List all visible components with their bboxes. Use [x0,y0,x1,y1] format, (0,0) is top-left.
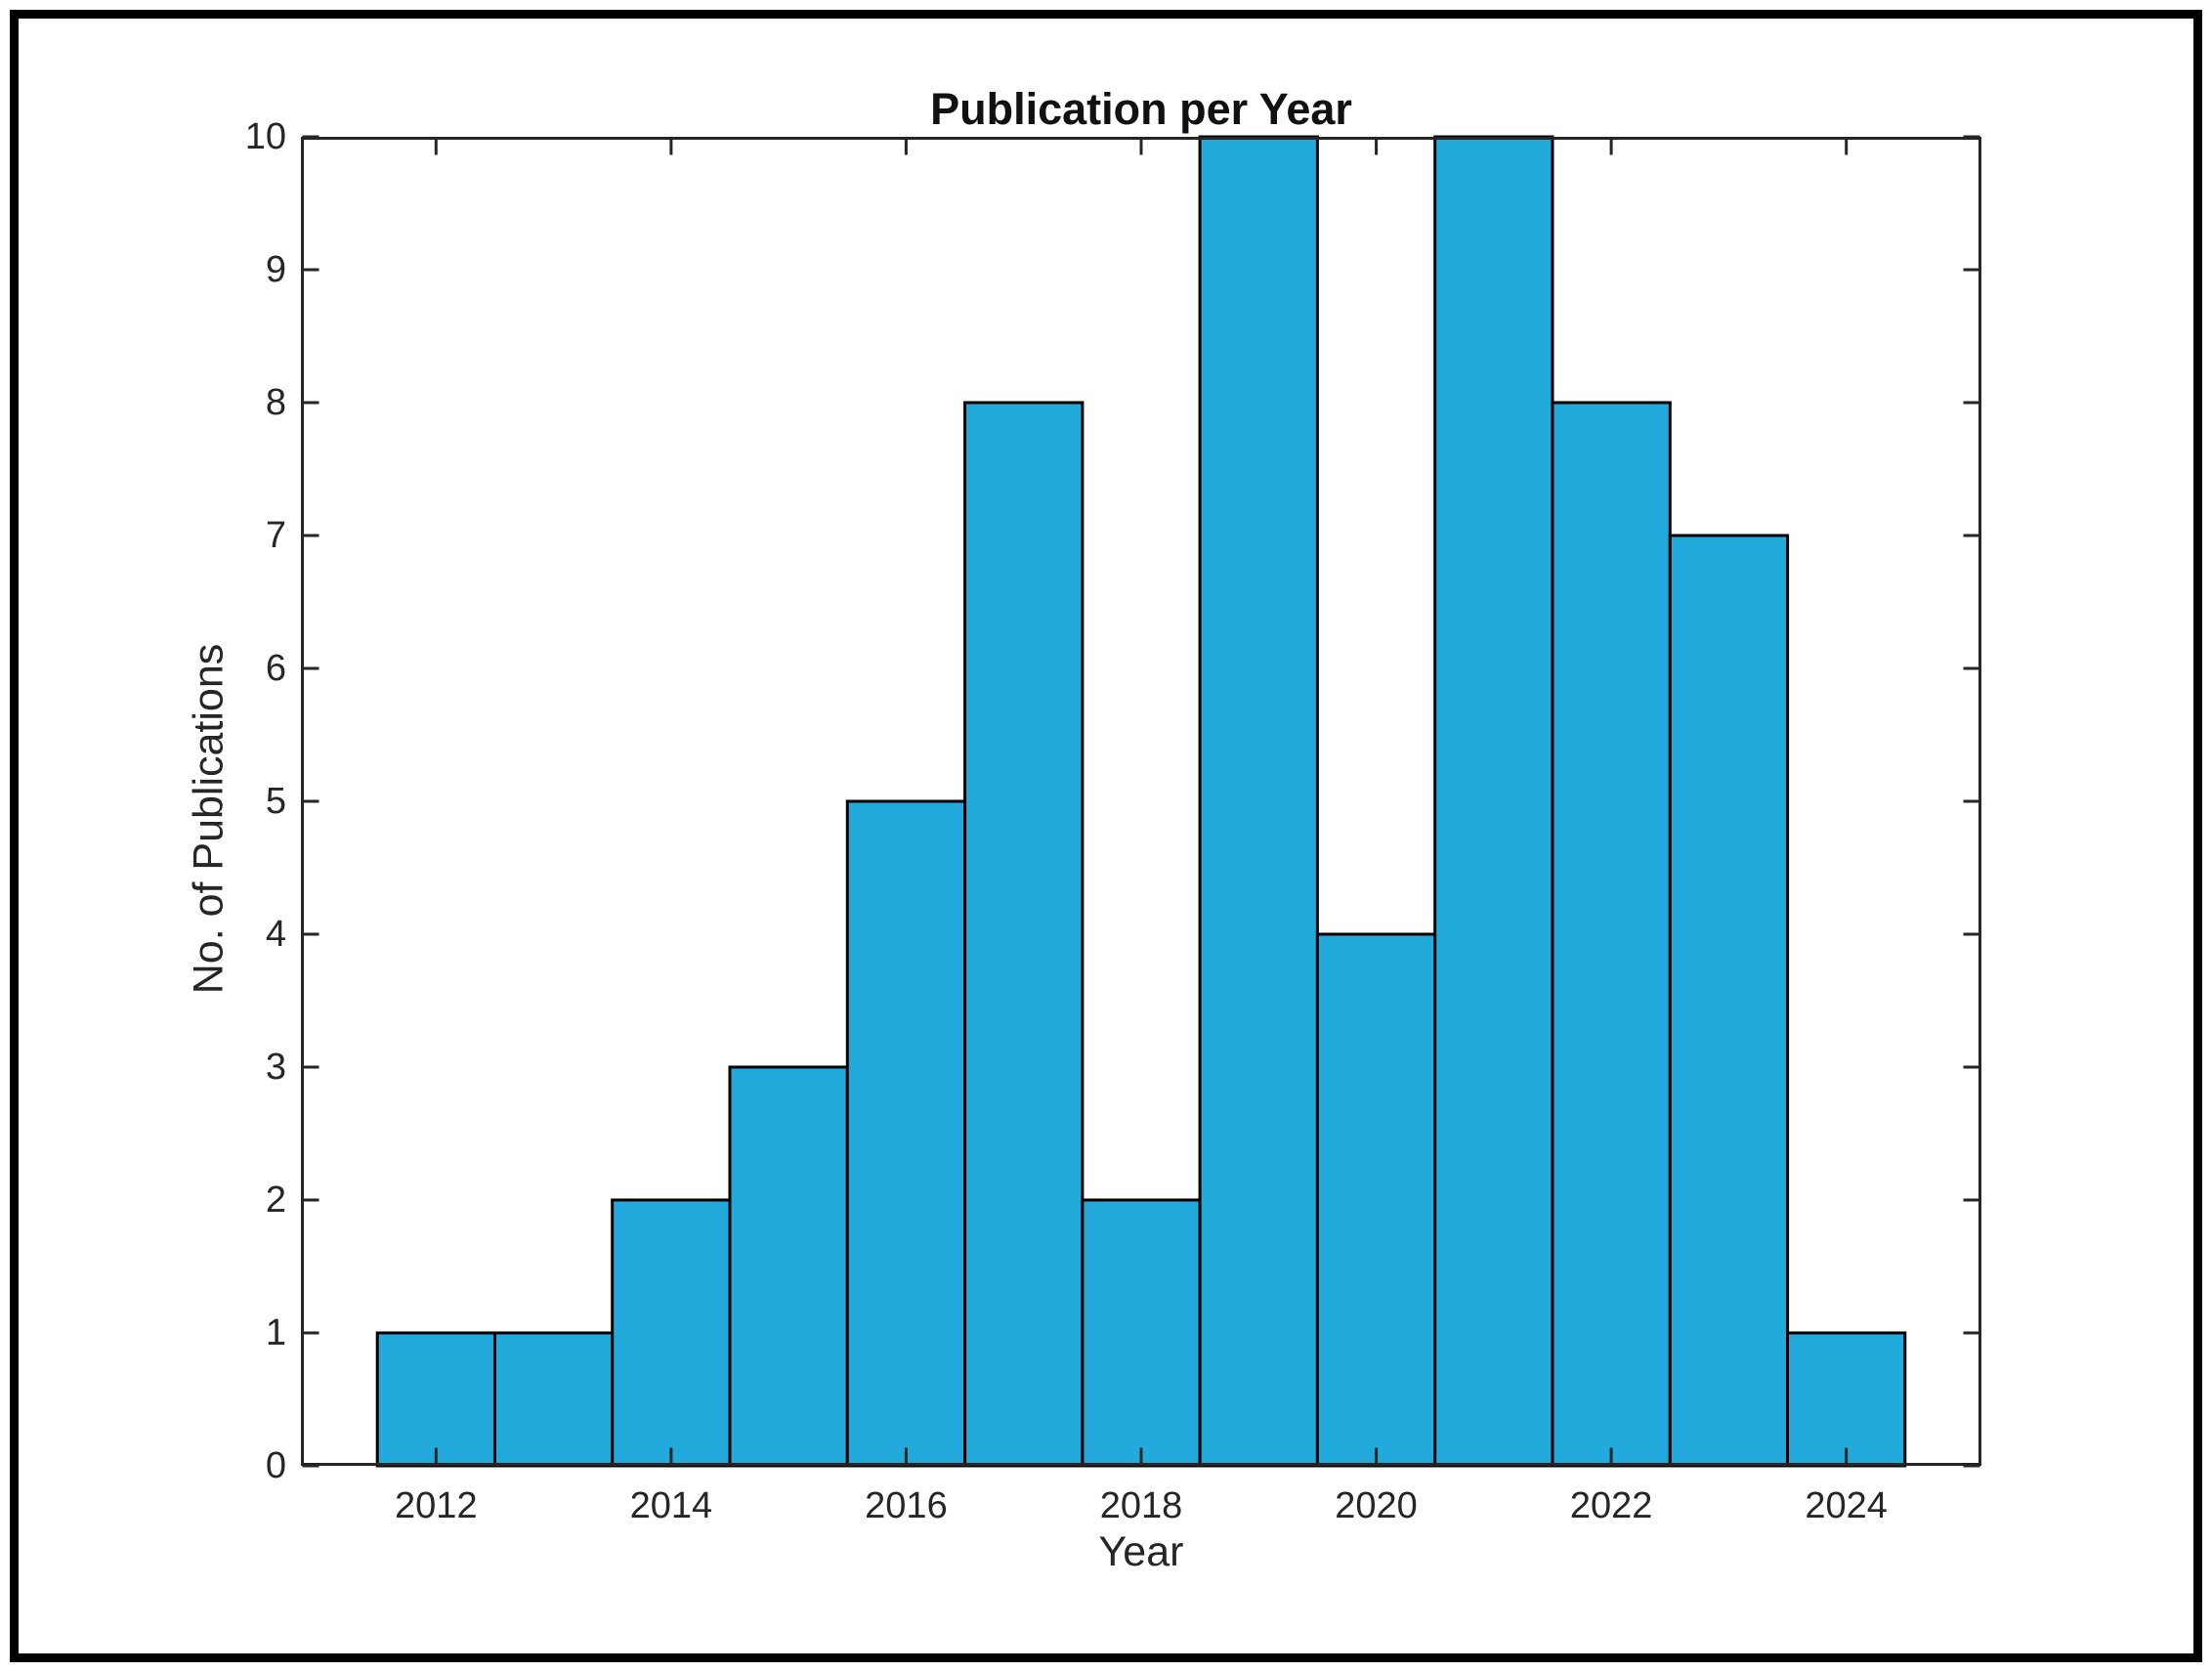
bar-2017 [963,401,1085,1468]
y-tick-label-2: 2 [265,1179,286,1221]
x-tick-label-2020: 2020 [1335,1485,1418,1526]
plot-area-svg [301,135,1981,1468]
ticks-group [302,135,1980,1468]
bar-2015 [728,1065,849,1468]
y-tick-label-0: 0 [265,1445,286,1486]
bar-2023 [1668,534,1790,1468]
bars-group [375,135,1907,1468]
x-tick-label-2018: 2018 [1099,1485,1183,1526]
y-tick-label-1: 1 [265,1312,286,1353]
y-tick-label-8: 8 [265,382,286,423]
bar-2012 [375,1331,496,1468]
y-tick-label-5: 5 [265,781,286,822]
bar-2019 [1198,135,1319,1468]
bar-2020 [1315,932,1437,1468]
bar-2022 [1551,401,1672,1468]
bar-2016 [845,799,967,1468]
x-tick-label-2012: 2012 [395,1485,478,1526]
y-tick-label-7: 7 [265,515,286,556]
y-tick-label-10: 10 [244,116,286,157]
y-tick-label-9: 9 [265,249,286,290]
y-tick-label-4: 4 [265,914,286,955]
bar-2024 [1786,1331,1907,1468]
bar-2013 [493,1331,615,1468]
x-axis-label: Year [1098,1528,1184,1575]
x-tick-label-2024: 2024 [1805,1485,1888,1526]
chart-title: Publication per Year [930,84,1352,134]
bar-2018 [1081,1198,1202,1468]
bar-2014 [611,1198,732,1468]
bar-2021 [1433,135,1554,1468]
x-tick-label-2016: 2016 [865,1485,948,1526]
y-axis-label: No. of Publications [185,643,233,995]
x-tick-label-2022: 2022 [1569,1485,1653,1526]
y-tick-label-6: 6 [265,648,286,689]
y-tick-label-3: 3 [265,1047,286,1088]
x-tick-label-2014: 2014 [629,1485,713,1526]
